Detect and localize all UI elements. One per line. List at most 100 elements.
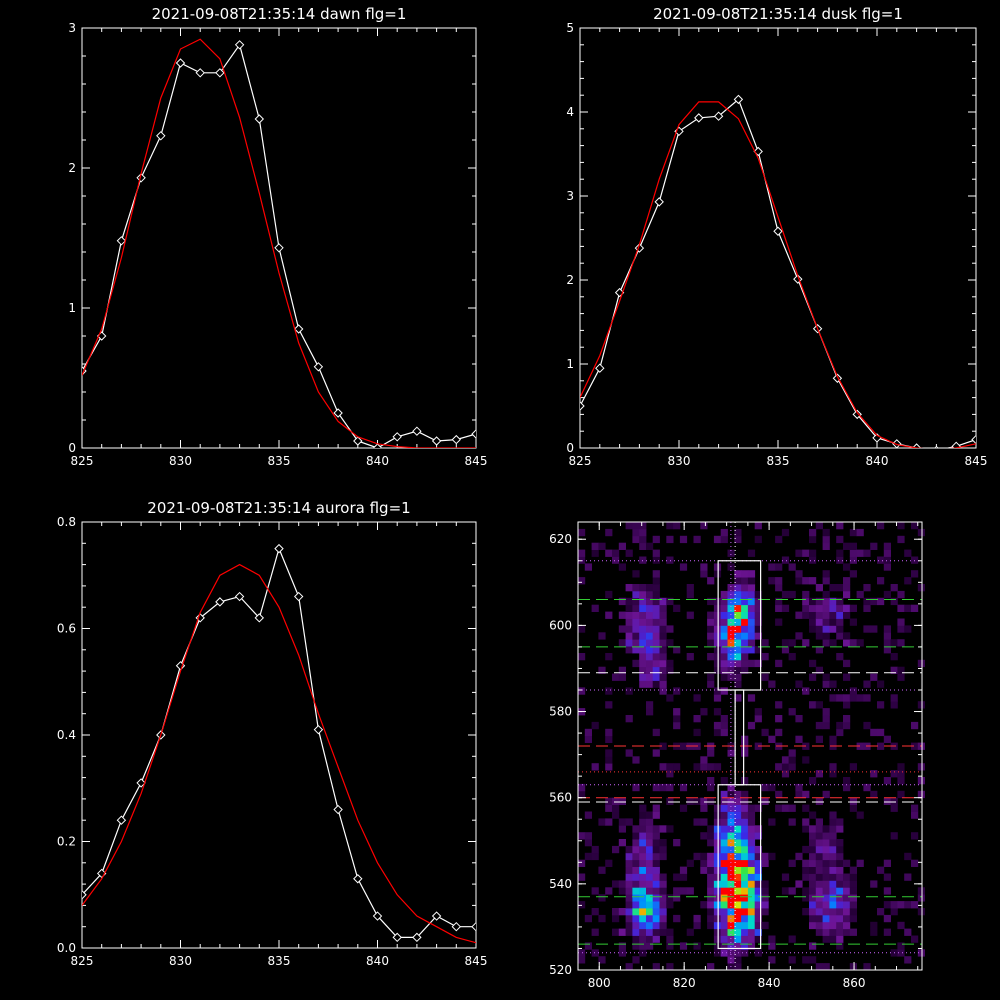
heatmap-cell (768, 783, 776, 792)
heatmap-cell (795, 570, 803, 578)
heatmap-cell (659, 928, 667, 936)
heatmap-cell (754, 914, 762, 923)
heatmap-cell (646, 584, 654, 592)
heatmap-cell (646, 542, 654, 550)
heatmap-cell (720, 839, 728, 847)
heatmap-cell (679, 742, 688, 750)
heatmap-cell (877, 866, 885, 874)
heatmap-cell (625, 845, 633, 854)
heatmap-cell (747, 577, 756, 585)
heatmap-cell (646, 673, 654, 681)
heatmap-cell (659, 666, 667, 674)
heatmap-cell (822, 528, 830, 537)
heatmap-cell (788, 708, 796, 716)
heatmap-cell (775, 804, 783, 812)
heatmap-cell (646, 839, 654, 847)
heatmap-cell (646, 880, 654, 888)
heatmap-cell (727, 597, 735, 606)
data-point-marker (580, 401, 585, 411)
heatmap-cell (734, 811, 742, 819)
heatmap-cell (632, 901, 640, 909)
heatmap-cell (822, 570, 830, 578)
data-point-marker (215, 597, 225, 607)
heatmap-cell (707, 832, 715, 840)
heatmap-cell (639, 535, 647, 544)
heatmap-cell (652, 804, 660, 812)
heatmap-cell (720, 777, 728, 785)
heatmap-cell (870, 770, 878, 778)
heatmap-cell (781, 646, 790, 654)
heatmap-cell (598, 894, 606, 902)
heatmap-cell (788, 935, 796, 943)
heatmap-cell (904, 928, 912, 936)
heatmap-cell (843, 901, 851, 909)
heatmap-cell (720, 873, 728, 881)
heatmap-cell (659, 618, 667, 626)
heatmap-cell (815, 873, 823, 881)
heatmap-cell (829, 914, 837, 923)
heatmap-cell (822, 577, 830, 585)
heatmap-cell (877, 680, 885, 688)
heatmap-cell (720, 914, 728, 923)
heatmap-cell (720, 632, 728, 640)
heatmap-cell (747, 845, 756, 854)
heatmap-cell (897, 673, 905, 681)
heatmap-cell (747, 928, 756, 936)
data-point-marker (274, 243, 284, 253)
heatmap-cell (720, 935, 728, 943)
heatmap-cell (741, 804, 749, 812)
heatmap-cell (829, 584, 837, 592)
heatmap-cell (659, 914, 667, 923)
heatmap-cell (652, 556, 660, 564)
data-point-marker (392, 432, 402, 442)
y-tick-label: 580 (549, 705, 572, 719)
heatmap-cell (652, 908, 660, 916)
heatmap-cell (849, 887, 857, 895)
heatmap-cell (713, 646, 722, 654)
heatmap-cell (829, 597, 837, 606)
heatmap-cell (815, 770, 823, 778)
heatmap-cell (693, 763, 701, 771)
heatmap-cell (870, 673, 878, 681)
heatmap-cell (639, 914, 647, 923)
heatmap-cell (625, 921, 633, 930)
data-point-marker (392, 932, 402, 943)
heatmap-cell (836, 632, 844, 640)
heatmap-cell (877, 522, 885, 530)
heatmap-cell (578, 956, 586, 964)
heatmap-cell (707, 597, 715, 606)
heatmap-cell (843, 584, 851, 592)
data-point-marker (313, 362, 324, 372)
heatmap-cell (720, 646, 728, 654)
heatmap-cell (863, 963, 871, 971)
heatmap-cell (639, 653, 647, 661)
heatmap-cell (639, 625, 647, 633)
heatmap-cell (720, 880, 728, 888)
heatmap-cell (612, 880, 620, 888)
heatmap-cell (897, 942, 905, 950)
heatmap-cell (863, 783, 871, 792)
heatmap-cell (788, 639, 796, 647)
heatmap-cell (612, 914, 620, 923)
heatmap-cell (632, 659, 640, 668)
heatmap-cell (639, 894, 647, 902)
heatmap-cell (849, 556, 857, 564)
heatmap-cell (734, 935, 742, 943)
heatmap-cell (883, 859, 891, 867)
heatmap-cell (802, 908, 810, 916)
heatmap-cell (578, 625, 586, 633)
heatmap-cell (849, 618, 857, 626)
heatmap-cell (802, 549, 810, 557)
heatmap-cell (890, 908, 898, 916)
heatmap-cell (761, 653, 769, 661)
heatmap-cell (625, 880, 633, 888)
heatmap-cell (836, 873, 844, 881)
heatmap-cell (747, 825, 756, 833)
data-point-marker (215, 68, 225, 78)
heatmap-cell (625, 597, 633, 606)
y-tick-label: 600 (549, 618, 572, 632)
heatmap-cell (843, 611, 851, 619)
x-tick-label: 845 (965, 454, 988, 468)
heatmap-cell (911, 604, 919, 612)
heatmap-cell (734, 825, 742, 833)
